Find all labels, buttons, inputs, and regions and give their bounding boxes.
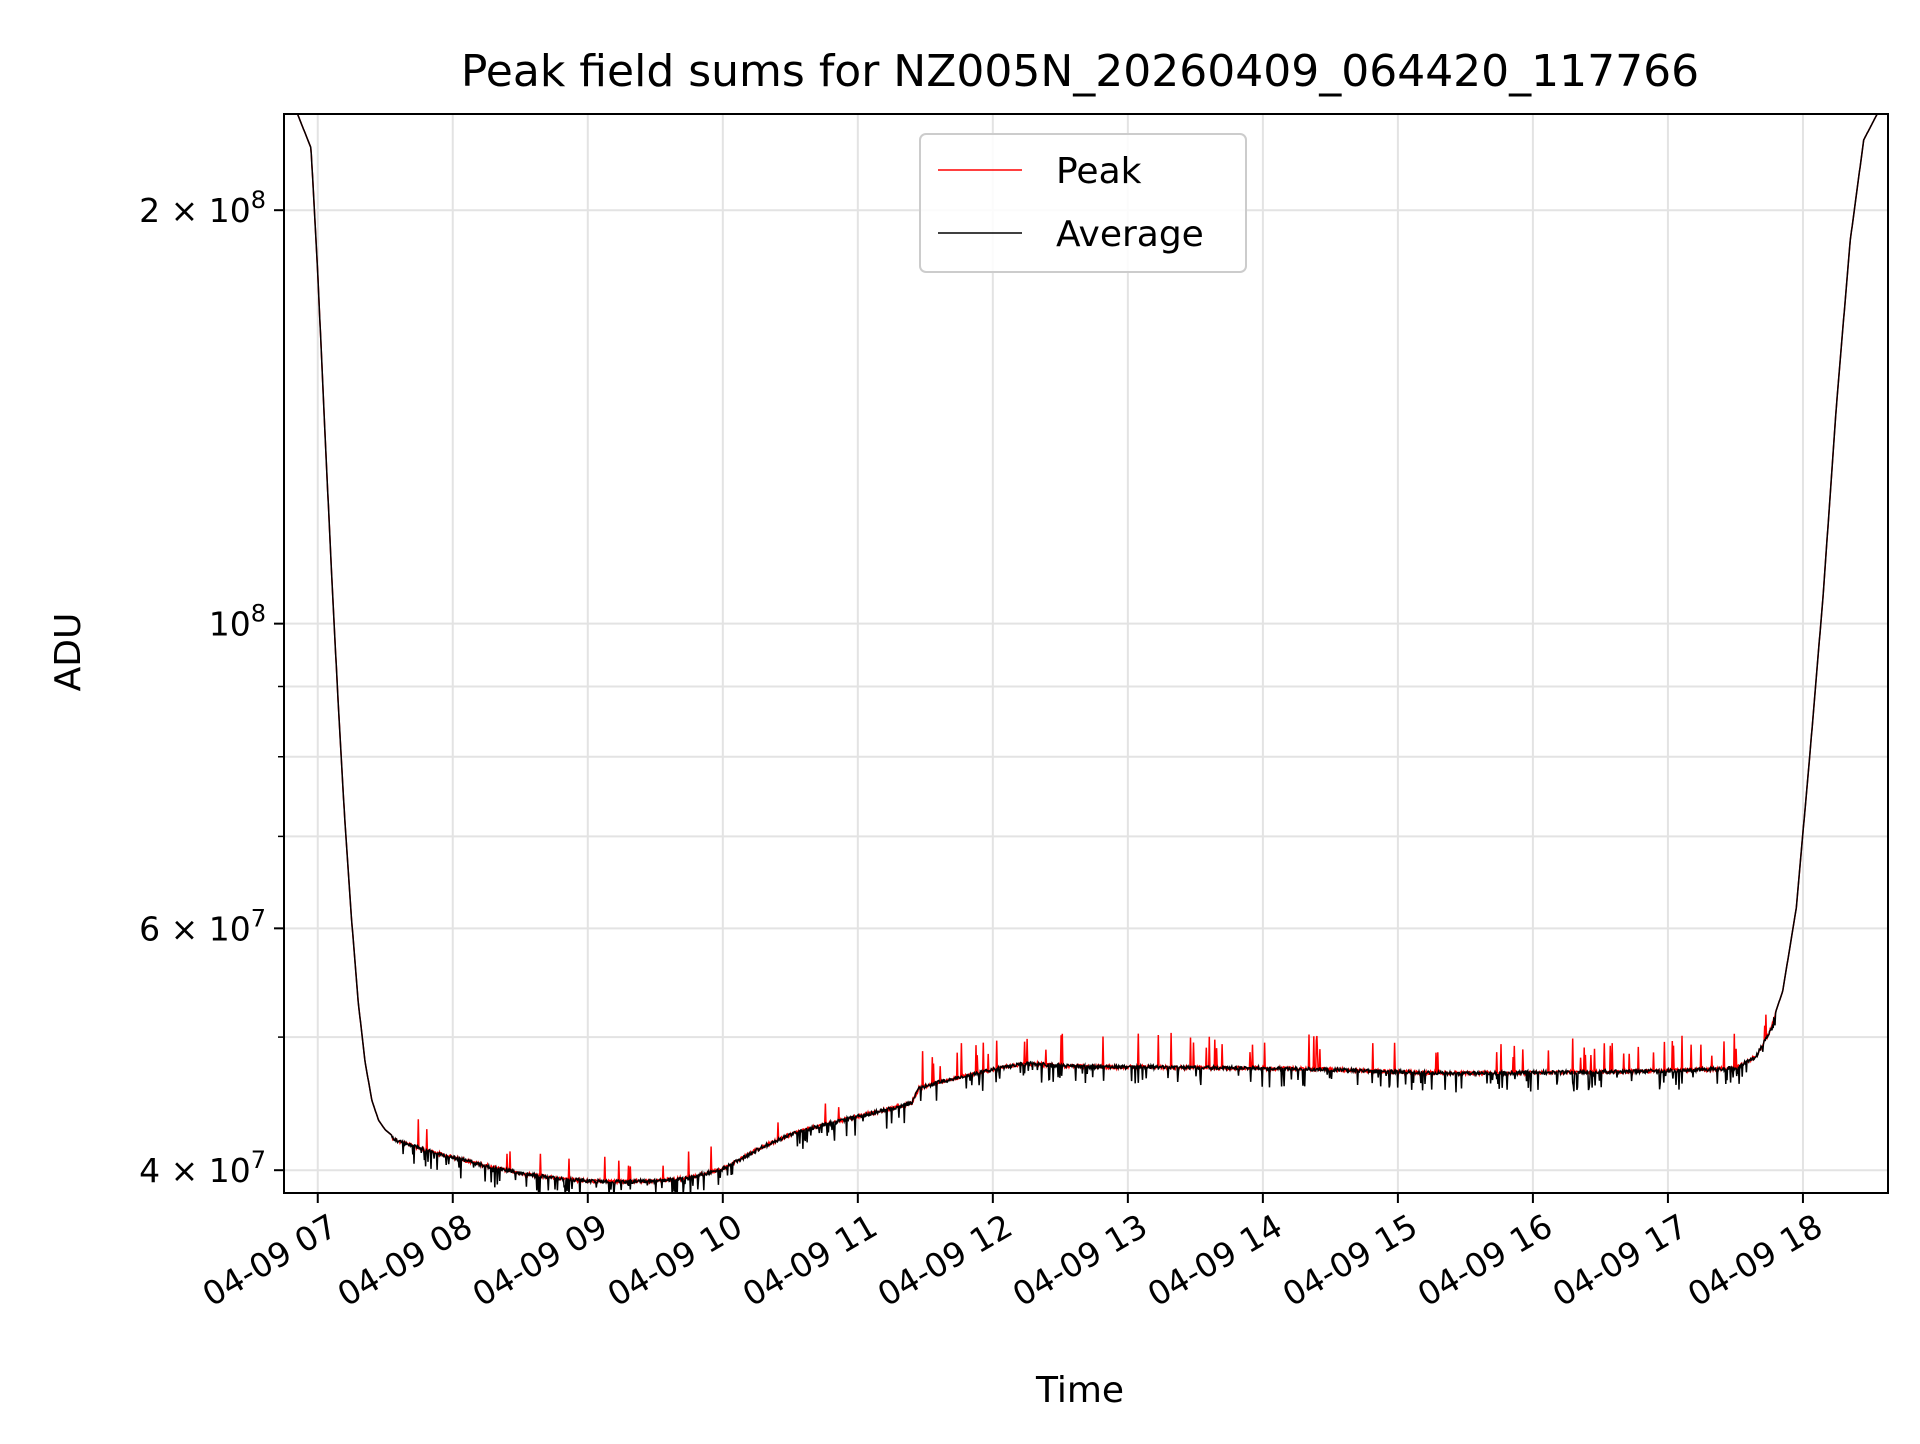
x-axis-label: Time (1035, 1370, 1124, 1411)
y-tick-label: 6 × 107 (139, 904, 266, 948)
legend: Peak Average (919, 133, 1247, 273)
legend-box (919, 133, 1247, 273)
series-layer (284, 114, 1888, 1193)
legend-label-average: Average (1056, 214, 1204, 255)
legend-label-peak: Peak (1056, 151, 1142, 192)
y-axis-label: ADU (48, 613, 89, 692)
grid-layer (284, 114, 1888, 1193)
chart-title: Peak field sums for NZ005N_20260409_0644… (461, 46, 1699, 97)
axes-frame (283, 113, 1889, 1194)
y-tick-label: 4 × 107 (139, 1146, 266, 1190)
y-tick-label: 2 × 108 (139, 186, 266, 230)
series-average-line (284, 114, 1888, 1193)
y-tick-label: 108 (209, 600, 266, 644)
